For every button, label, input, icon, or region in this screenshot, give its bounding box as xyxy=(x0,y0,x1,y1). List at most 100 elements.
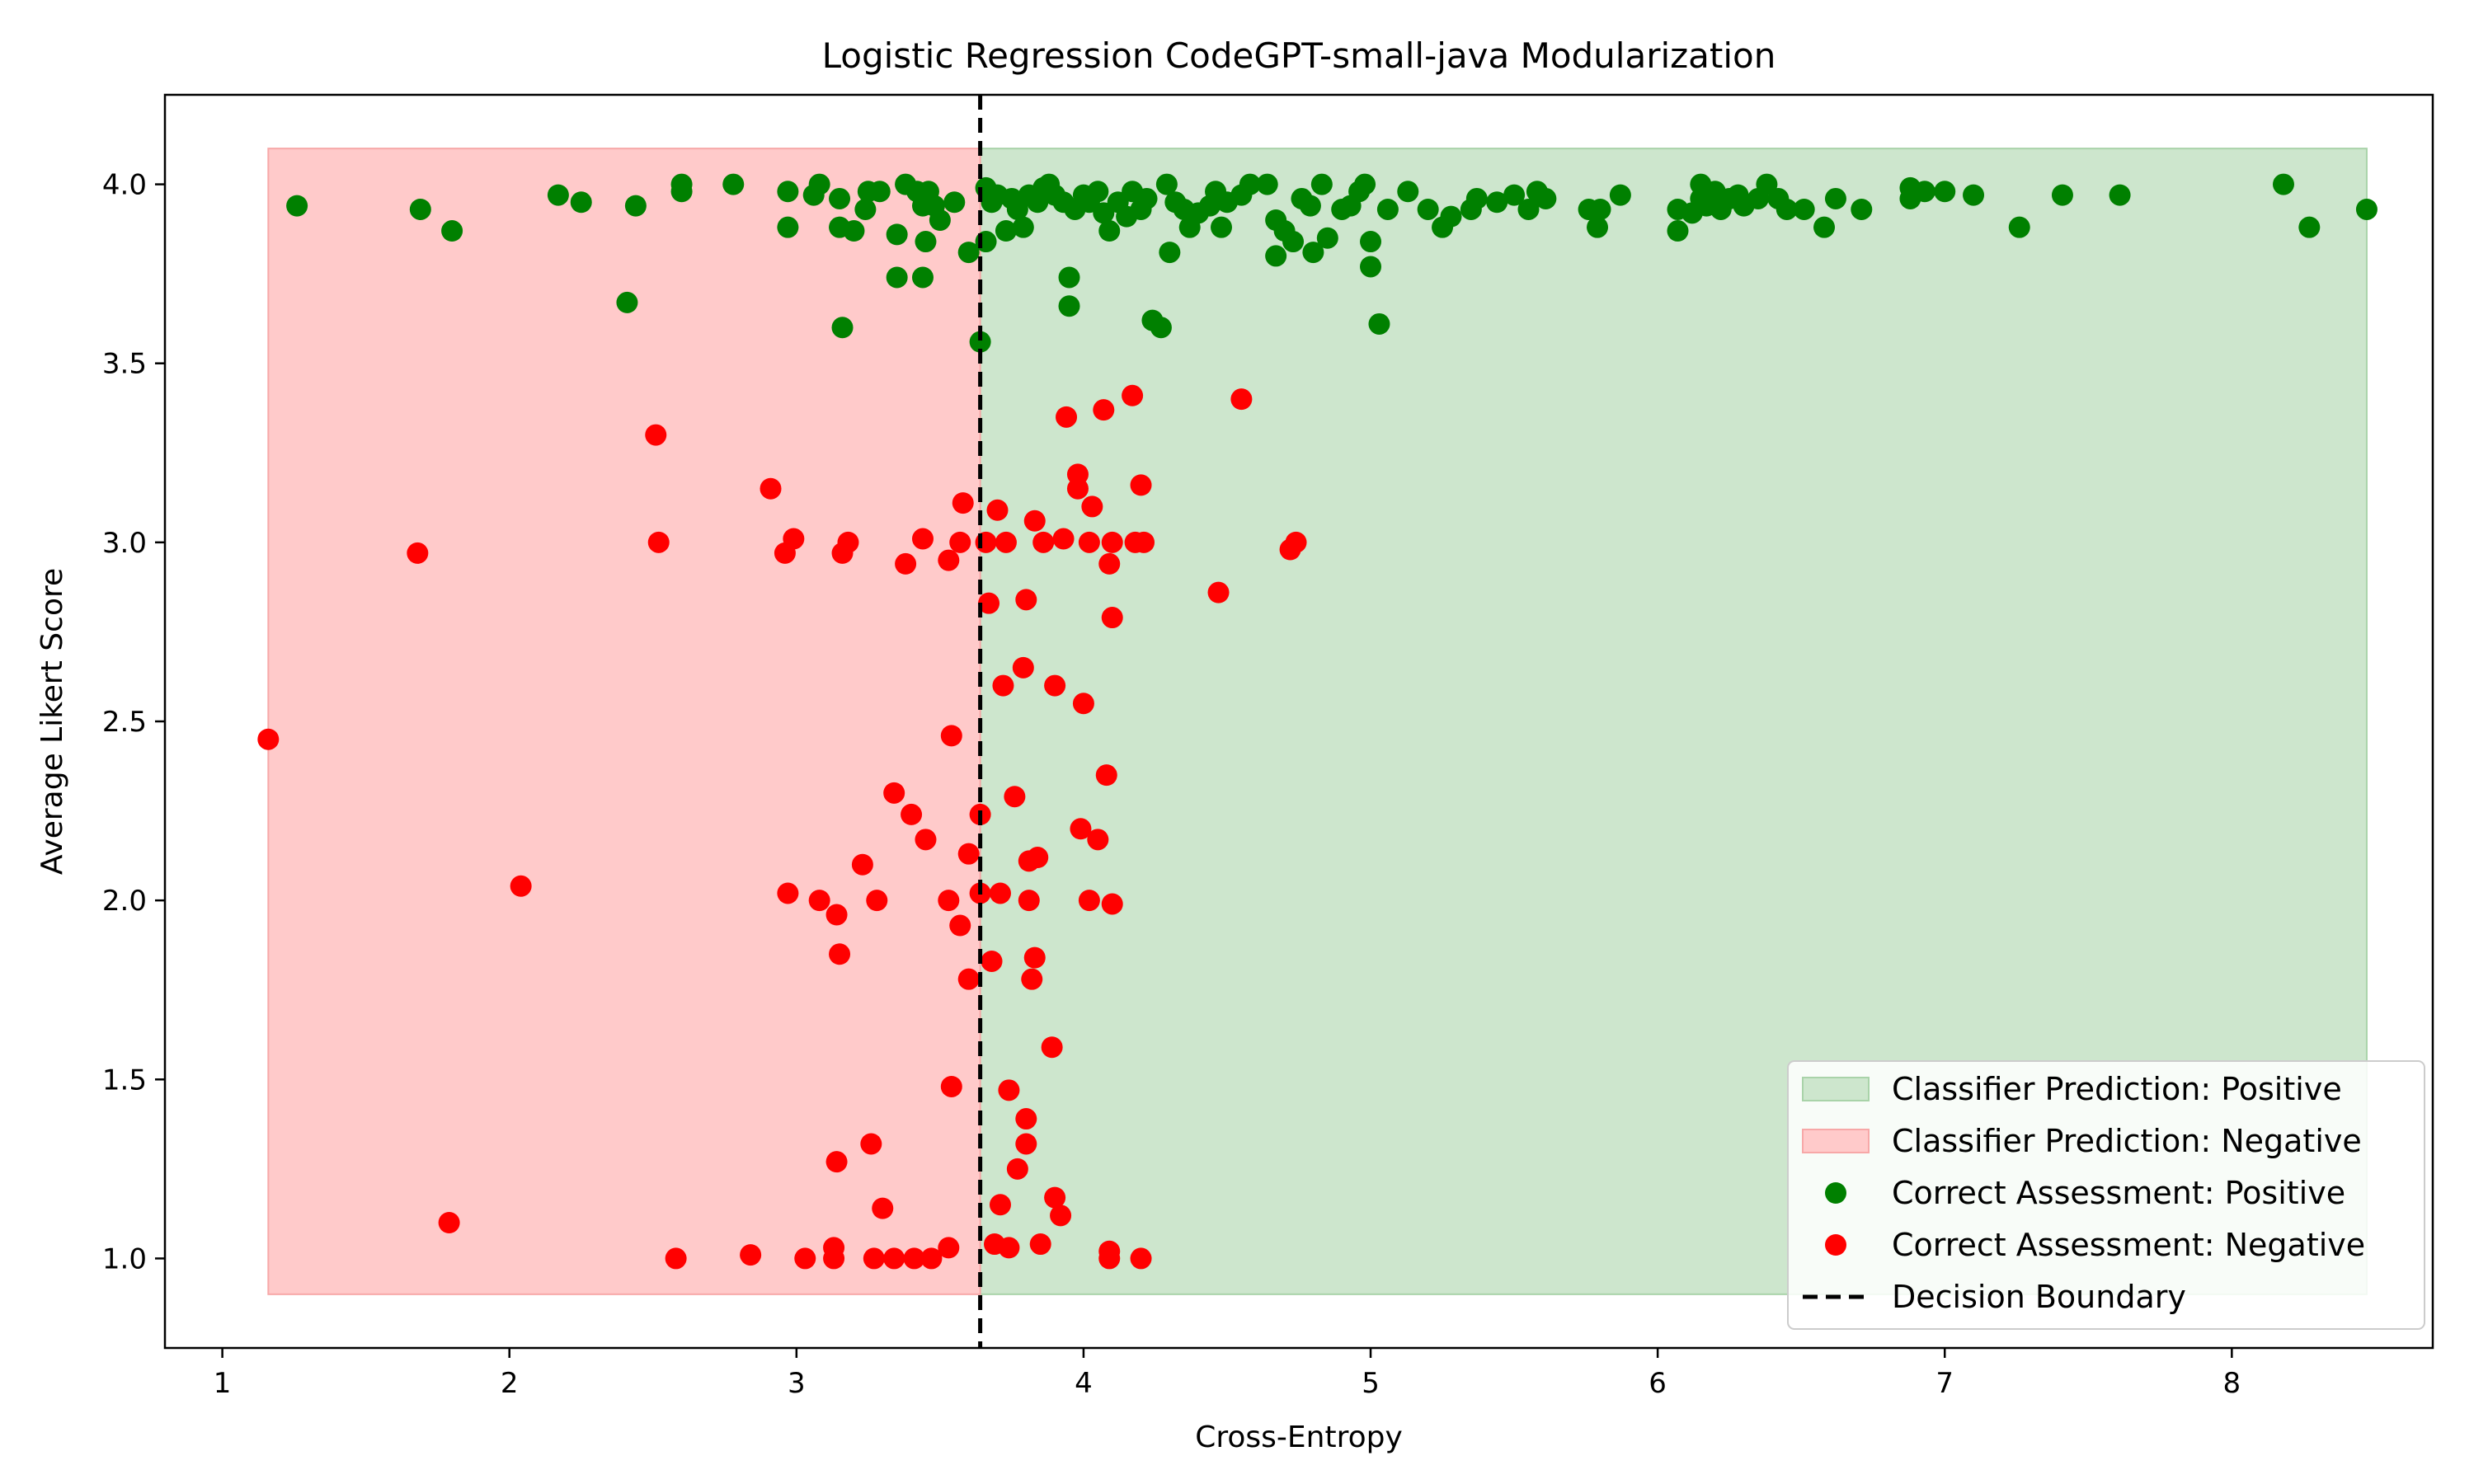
region-negative xyxy=(267,148,981,1295)
point-negative xyxy=(760,477,782,500)
point-positive xyxy=(1098,220,1121,242)
point-positive xyxy=(547,184,569,206)
point-negative xyxy=(1130,1247,1152,1270)
point-positive xyxy=(1282,231,1305,253)
point-negative xyxy=(825,1151,848,1173)
point-positive xyxy=(1354,173,1376,195)
point-positive xyxy=(831,317,854,339)
point-negative xyxy=(1023,946,1046,969)
point-positive xyxy=(1058,266,1080,289)
point-positive xyxy=(1376,198,1399,220)
point-positive xyxy=(1587,216,1609,238)
point-positive xyxy=(1159,242,1181,264)
point-positive xyxy=(1316,227,1338,249)
point-negative xyxy=(998,1079,1020,1101)
legend-label: Correct Assessment: Positive xyxy=(1892,1175,2345,1211)
point-negative xyxy=(1044,674,1066,697)
point-negative xyxy=(407,542,429,564)
point-negative xyxy=(992,674,1014,697)
point-positive xyxy=(1813,216,1836,238)
point-negative xyxy=(998,1237,1020,1259)
point-negative xyxy=(986,499,1009,521)
data-points xyxy=(257,173,2378,1270)
point-positive xyxy=(2355,198,2378,220)
point-negative xyxy=(895,552,917,575)
legend-label: Correct Assessment: Negative xyxy=(1892,1227,2365,1263)
point-negative xyxy=(1015,1133,1037,1155)
point-positive xyxy=(829,187,851,209)
y-tick-label: 3.5 xyxy=(102,348,147,381)
point-positive xyxy=(1465,187,1488,209)
point-positive xyxy=(1256,173,1278,195)
point-negative xyxy=(1066,477,1089,500)
point-positive xyxy=(1360,256,1382,278)
point-negative xyxy=(872,1197,894,1219)
point-negative xyxy=(645,424,667,446)
point-positive xyxy=(886,266,908,289)
point-negative xyxy=(1101,893,1123,915)
point-negative xyxy=(1230,388,1253,411)
point-positive xyxy=(957,242,980,264)
y-tick-label: 2.5 xyxy=(102,706,147,739)
point-positive xyxy=(1963,184,1985,206)
point-negative xyxy=(808,890,830,912)
point-negative xyxy=(1207,581,1230,603)
legend-label: Classifier Prediction: Positive xyxy=(1892,1071,2342,1107)
x-tick-label: 6 xyxy=(1649,1367,1667,1400)
point-negative xyxy=(949,531,971,553)
point-negative xyxy=(863,1247,885,1270)
point-negative xyxy=(915,829,937,851)
point-positive xyxy=(1368,312,1390,335)
point-negative xyxy=(1029,1233,1051,1256)
legend-dot-marker xyxy=(1825,1182,1846,1204)
point-negative xyxy=(938,890,960,912)
point-negative xyxy=(952,492,974,514)
point-positive xyxy=(2008,216,2030,238)
point-positive xyxy=(1776,198,1798,220)
point-positive xyxy=(943,191,966,214)
y-axis-label: Average Likert Score xyxy=(35,568,69,875)
point-negative xyxy=(1285,531,1307,553)
point-positive xyxy=(1417,198,1439,220)
point-negative xyxy=(949,914,971,937)
point-negative xyxy=(1133,531,1155,553)
point-negative xyxy=(883,782,905,804)
point-negative xyxy=(989,1194,1011,1216)
point-positive xyxy=(1397,181,1419,203)
point-positive xyxy=(1299,195,1321,217)
point-positive xyxy=(722,173,745,195)
point-positive xyxy=(2109,184,2131,206)
point-positive xyxy=(1609,184,1631,206)
point-positive xyxy=(2298,216,2321,238)
point-negative xyxy=(981,950,1003,972)
point-negative xyxy=(883,1247,905,1270)
point-negative xyxy=(1044,1186,1066,1209)
point-negative xyxy=(665,1247,687,1270)
point-negative xyxy=(438,1212,460,1233)
point-positive xyxy=(1589,198,1611,220)
y-axis-ticks: 1.0 1.5 2.0 2.5 3.0 3.5 4.0 xyxy=(102,169,165,1275)
point-negative xyxy=(823,1247,845,1270)
point-negative xyxy=(957,968,980,990)
point-positive xyxy=(1756,173,1778,195)
point-negative xyxy=(1081,495,1103,518)
point-negative xyxy=(1078,531,1100,553)
point-negative xyxy=(1098,552,1121,575)
point-negative xyxy=(860,1133,882,1155)
point-negative xyxy=(1018,890,1040,912)
point-positive xyxy=(1851,198,1873,220)
point-negative xyxy=(1027,847,1049,869)
point-positive xyxy=(915,231,937,253)
point-negative xyxy=(1101,531,1123,553)
x-tick-label: 5 xyxy=(1362,1367,1380,1400)
point-negative xyxy=(940,725,962,747)
point-negative xyxy=(1101,607,1123,629)
point-positive xyxy=(570,191,592,214)
point-positive xyxy=(969,331,991,353)
point-negative xyxy=(938,549,960,571)
point-positive xyxy=(1265,245,1287,267)
point-negative xyxy=(1023,510,1046,532)
chart-title: Logistic Regression CodeGPT-small-java M… xyxy=(822,35,1776,76)
point-negative xyxy=(851,853,873,876)
